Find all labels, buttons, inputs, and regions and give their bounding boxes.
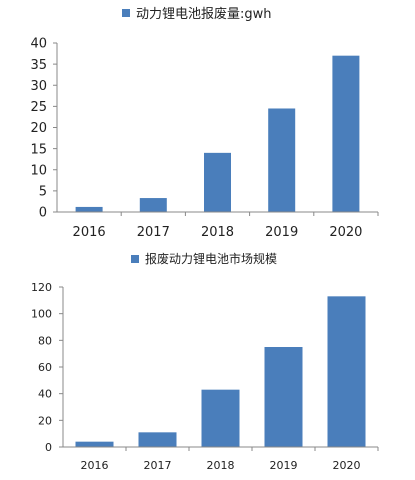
y-tick-label: 20 [38, 414, 52, 427]
y-tick-label: 120 [31, 281, 52, 294]
y-tick-label: 80 [38, 334, 52, 347]
legend: 动力锂电池报废量:gwh [122, 6, 272, 22]
x-tick-label: 2020 [333, 459, 361, 472]
y-tick-label: 40 [38, 388, 52, 401]
y-tick-label: 10 [30, 163, 47, 178]
bar-2016 [75, 206, 103, 212]
legend: 报废动力锂电池市场规模 [131, 251, 277, 266]
legend-label: 报废动力锂电池市场规模 [145, 251, 277, 266]
x-tick-label: 2019 [270, 459, 298, 472]
legend-swatch [131, 255, 139, 263]
y-tick-label: 25 [30, 100, 47, 115]
x-tick-label: 2019 [265, 225, 298, 240]
y-tick-label: 30 [30, 79, 47, 94]
x-tick-label: 2018 [201, 225, 234, 240]
x-tick-label: 2017 [137, 225, 170, 240]
y-tick-label: 0 [39, 206, 47, 221]
bar-2017 [139, 198, 167, 212]
y-tick-label: 35 [30, 58, 47, 73]
y-tick-label: 5 [39, 185, 47, 200]
bar-2018 [204, 152, 231, 212]
x-axis-tick-labels: 2016 2017 2018 2019 2020 [81, 447, 379, 472]
bars [75, 55, 360, 212]
y-axis-tick-labels: 0 20 40 60 80 100 120 [31, 281, 63, 454]
x-axis-tick-labels: 2016 2017 2018 2019 2020 [73, 212, 379, 240]
y-tick-label: 100 [31, 308, 52, 321]
x-tick-label: 2017 [144, 459, 172, 472]
bar-2020 [332, 55, 360, 212]
bar-2018 [201, 389, 240, 447]
x-tick-label: 2016 [73, 225, 106, 240]
chart-battery-scrap-market: 报废动力锂电池市场规模 0 20 40 60 80 100 120 2016 2017 2018… [31, 251, 379, 472]
bar-2019 [264, 347, 303, 447]
x-tick-label: 2018 [207, 459, 235, 472]
bar-2016 [75, 441, 114, 447]
y-tick-label: 60 [38, 361, 52, 374]
x-tick-label: 2016 [81, 459, 109, 472]
bar-2017 [138, 432, 177, 447]
x-tick-label: 2020 [329, 225, 362, 240]
y-tick-label: 15 [30, 142, 47, 157]
y-tick-label: 0 [45, 441, 52, 454]
y-tick-label: 40 [30, 37, 47, 52]
legend-label: 动力锂电池报废量:gwh [136, 6, 272, 22]
y-tick-label: 20 [30, 121, 47, 136]
bar-2020 [327, 296, 366, 447]
bars [75, 296, 366, 447]
y-axis-tick-labels: 0 5 10 15 20 25 30 35 40 [30, 37, 57, 221]
bar-2019 [268, 108, 296, 212]
legend-swatch [122, 9, 130, 17]
